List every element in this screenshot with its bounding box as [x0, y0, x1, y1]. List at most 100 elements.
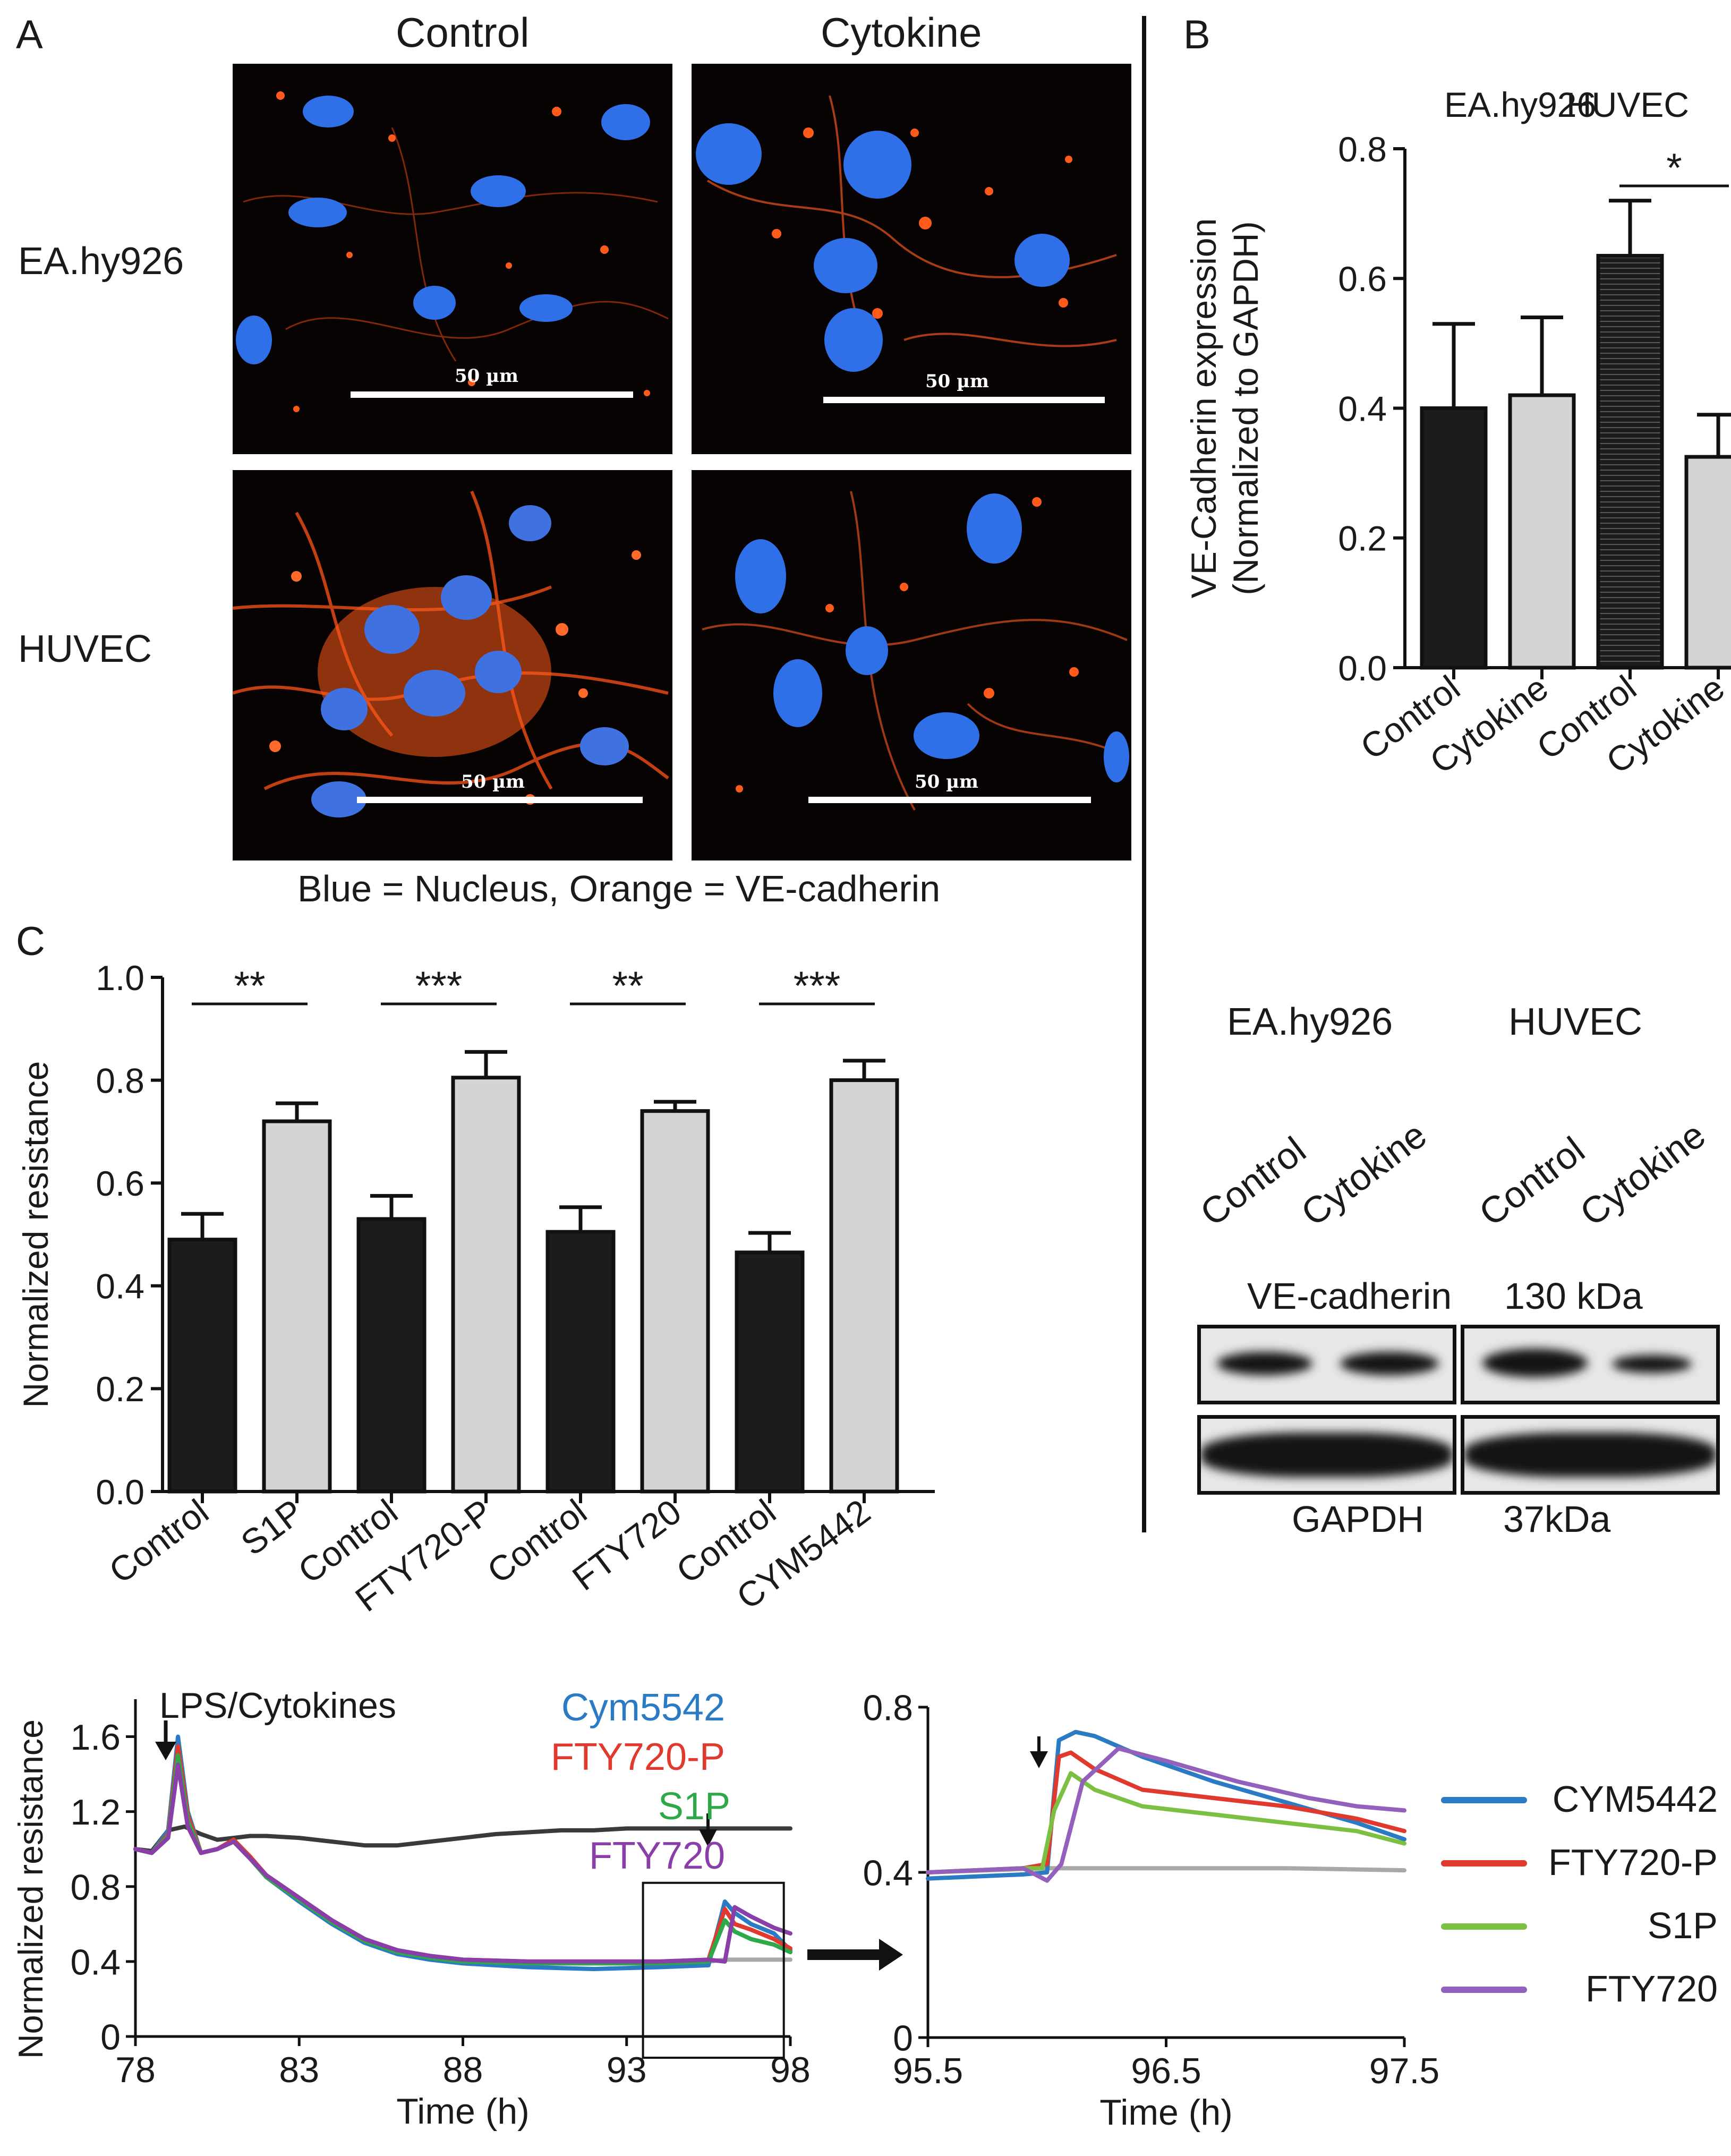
x-axis-label: Time (h)	[1099, 2092, 1233, 2133]
x-tick-label: 88	[443, 2050, 483, 2090]
y-tick-label: 0	[893, 2018, 913, 2058]
bar	[1596, 254, 1664, 670]
significance-label: **	[612, 964, 643, 1009]
series-line	[926, 1746, 1406, 1883]
zoom-box	[642, 1881, 785, 2059]
legend-text: FTY720	[589, 1835, 725, 1877]
blot-top-kda: 130 kDa	[1504, 1275, 1643, 1317]
y-tick-label: 0.6	[1338, 259, 1387, 299]
micrograph-huvec-cytokine-art	[702, 491, 1129, 811]
zoom-arrow-icon	[807, 1939, 903, 1971]
blot-lane-cytokine: Cytokine	[1572, 1114, 1713, 1234]
legend-text: Cym5542	[561, 1686, 725, 1729]
scale-label: 50 µm	[455, 365, 519, 387]
blot-gapdh-huvec	[1461, 1415, 1720, 1495]
row-label-eahy926: EA.hy926	[18, 240, 184, 283]
annotation-lps: LPS/Cytokines	[159, 1685, 396, 1726]
legend-label: S1P	[1648, 1905, 1718, 1946]
scale-label: 50 µm	[925, 371, 990, 392]
panel-b-letter: B	[1183, 12, 1210, 57]
y-tick-label: 0.6	[96, 1164, 144, 1203]
panel-a-caption: Blue = Nucleus, Orange = VE-cadherin	[297, 868, 941, 909]
group-label-huvec: HUVEC	[1566, 85, 1689, 124]
scale-label: 50 µm	[915, 771, 979, 792]
x-tick-label: FTY720	[565, 1492, 688, 1598]
y-tick-label: 0.2	[1338, 519, 1387, 558]
blot-vecadherin-huvec	[1461, 1325, 1720, 1404]
line-chart-full: 0 0.4 0.8 1.2 1.6 78 83 88 93 98 Time (h) Normalize…	[12, 1685, 811, 2132]
panel-c-letter: C	[16, 919, 45, 964]
bar	[829, 1078, 899, 1494]
col-label-cytokine: Cytokine	[821, 9, 982, 56]
y-axis-label-2: (Normalized to GAPDH)	[1226, 221, 1265, 595]
y-tick-label: 0	[100, 2017, 121, 2057]
y-tick-label: 0.4	[1338, 389, 1387, 428]
blot-group-huvec: HUVEC	[1508, 1001, 1643, 1043]
scale-bar	[808, 797, 1091, 803]
micrograph-huvec-cytokine: 50 µm	[692, 470, 1131, 860]
y-tick-label: 0.8	[863, 1688, 913, 1728]
panel-divider	[1142, 16, 1146, 1532]
y-tick-label: 0.4	[863, 1853, 913, 1893]
blot-band	[1464, 1433, 1716, 1477]
blot-group-eahy926: EA.hy926	[1227, 1001, 1393, 1043]
line-chart-zoom: 0 0.4 0.8 95.5 96.5 97.5 Time (h) CYM5442 FTY720…	[863, 1688, 1718, 2133]
significance-label: *	[1666, 146, 1682, 191]
scale-bar	[357, 797, 643, 803]
arrow-icon	[699, 1829, 717, 1847]
blot-lane-control: Control	[1471, 1129, 1592, 1234]
y-tick-label: 0.4	[70, 1942, 121, 1982]
legend-text: S1P	[658, 1785, 730, 1828]
bar	[262, 1119, 332, 1494]
zoom-arrow	[807, 1939, 903, 1971]
x-tick-label: 96.5	[1131, 2051, 1201, 2091]
y-tick-label: 0.2	[96, 1369, 144, 1409]
x-tick-label: 95.5	[893, 2051, 963, 2091]
y-tick-label: 0.0	[1338, 649, 1387, 688]
y-axis-label: Normalized resistance	[12, 1719, 50, 2059]
y-tick-label: 0.4	[96, 1267, 144, 1306]
blot-band	[1612, 1355, 1692, 1373]
x-tick-label: 83	[279, 2050, 319, 2090]
micrograph-eahy926-cytokine-art	[696, 95, 1117, 372]
y-tick-label: 0.8	[70, 1867, 121, 1907]
micrograph-huvec-control: 50 µm	[233, 470, 672, 860]
y-tick-label: 0.8	[1338, 130, 1387, 169]
row-label-huvec: HUVEC	[18, 628, 152, 670]
x-tick-label: 98	[770, 2050, 811, 2090]
y-tick-label: 0.0	[96, 1472, 144, 1512]
bar	[1508, 393, 1576, 670]
blot-lane-cytokine: Cytokine	[1293, 1114, 1434, 1234]
series-line	[133, 1762, 792, 1964]
b-bar-chart: 0.0 0.2 0.4 0.6 0.8 VE-Cadherin expression (No…	[1184, 85, 1731, 781]
bar	[167, 1238, 237, 1494]
y-tick-label: 1.2	[70, 1792, 121, 1833]
blot-bottom-kda: 37kDa	[1503, 1498, 1611, 1540]
blot-gapdh-eahy926	[1197, 1415, 1456, 1495]
y-axis-label: Normalized resistance	[16, 1061, 55, 1408]
blot-lane-control: Control	[1192, 1129, 1314, 1234]
bar	[735, 1250, 805, 1494]
blot-top-band-label: VE-cadherin	[1247, 1275, 1452, 1317]
arrow-icon	[155, 1742, 176, 1760]
legend-label: FTY720	[1585, 1968, 1718, 2009]
series-line	[926, 1771, 1406, 1874]
group-label-eahy926: EA.hy926	[1444, 85, 1596, 124]
scale-label: 50 µm	[461, 771, 525, 792]
y-tick-label: 1.6	[70, 1717, 121, 1758]
y-tick-label: 1.0	[96, 958, 144, 998]
scale-bar	[351, 391, 633, 398]
bar	[356, 1217, 427, 1494]
x-axis-label: Time (h)	[396, 2091, 530, 2132]
series-line	[133, 1824, 792, 1853]
legend-label: FTY720-P	[1548, 1842, 1718, 1883]
x-tick-label: 97.5	[1369, 2051, 1439, 2091]
blot-band	[1201, 1433, 1453, 1477]
blot-band	[1340, 1352, 1439, 1375]
legend-text: FTY720-P	[551, 1736, 725, 1778]
significance-label: **	[234, 964, 265, 1009]
panel-a-letter: A	[16, 12, 43, 57]
micrograph-eahy926-cytokine: 50 µm	[692, 64, 1131, 454]
bar	[1420, 406, 1488, 670]
